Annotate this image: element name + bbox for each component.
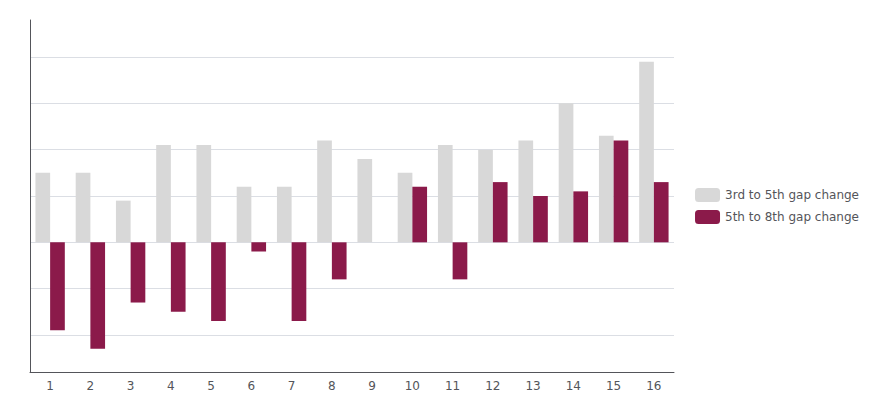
svg-text:15: 15: [606, 379, 621, 393]
svg-text:2: 2: [87, 379, 95, 393]
svg-text:9: 9: [368, 379, 376, 393]
svg-text:3: 3: [127, 379, 135, 393]
svg-text:12: 12: [485, 379, 500, 393]
svg-text:16: 16: [646, 379, 661, 393]
svg-text:11: 11: [445, 379, 460, 393]
svg-text:8: 8: [328, 379, 336, 393]
svg-text:7: 7: [288, 379, 296, 393]
svg-text:10: 10: [405, 379, 420, 393]
svg-text:5: 5: [207, 379, 215, 393]
svg-text:13: 13: [525, 379, 540, 393]
svg-text:3rd to 5th gap change: 3rd to 5th gap change: [725, 188, 859, 202]
svg-text:5th to 8th gap change: 5th to 8th gap change: [725, 210, 859, 224]
svg-text:14: 14: [566, 379, 581, 393]
svg-text:6: 6: [248, 379, 256, 393]
svg-text:4: 4: [167, 379, 175, 393]
svg-text:1: 1: [46, 379, 54, 393]
